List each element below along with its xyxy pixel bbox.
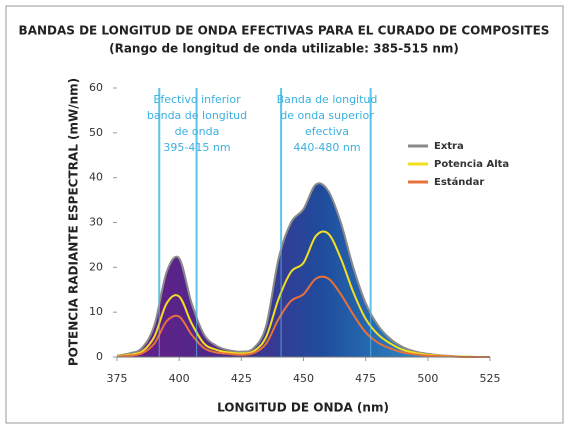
annotation: Efectivo inferior [153,93,241,106]
y-axis-label: POTENCIA RADIANTE ESPECTRAL (mW/nm) [67,78,81,366]
y-tick-label: 30 [89,216,103,229]
y-tick-label: 40 [89,171,103,184]
annotation: 395-415 nm [163,141,230,154]
legend-label: Estándar [434,176,484,188]
annotation: de onda [175,125,220,138]
legend-label: Potencia Alta [434,159,509,170]
y-tick-label: 50 [89,126,103,139]
x-tick-label: 425 [231,372,252,385]
x-tick-label: 475 [355,372,376,385]
y-tick-label: 60 [89,81,103,94]
frame [5,5,564,424]
annotation: efectiva [305,125,349,138]
chart-subtitle: (Rango de longitud de onda utilizable: 3… [109,42,459,56]
area [117,183,490,358]
annotation: 440-480 nm [293,141,360,154]
annotation: banda de longitud [147,109,247,122]
x-tick-label: 450 [293,372,314,385]
x-tick-label: 400 [169,372,190,385]
y-tick-label: 0 [96,350,103,363]
y-tick-label: 10 [89,305,103,318]
x-tick-label: 375 [107,372,128,385]
x-tick-label: 525 [480,372,501,385]
annotation: Banda de longitud [277,93,378,106]
line [116,275,490,359]
x-axis-label: LONGITUD DE ONDA (nm) [217,401,389,415]
annotation: de onda superior [280,109,374,122]
chart-title: BANDAS DE LONGITUD DE ONDA EFECTIVAS PAR… [19,24,550,38]
x-tick-label: 500 [417,372,438,385]
y-tick-label: 20 [89,260,103,273]
legend-label: Extra [434,141,464,152]
